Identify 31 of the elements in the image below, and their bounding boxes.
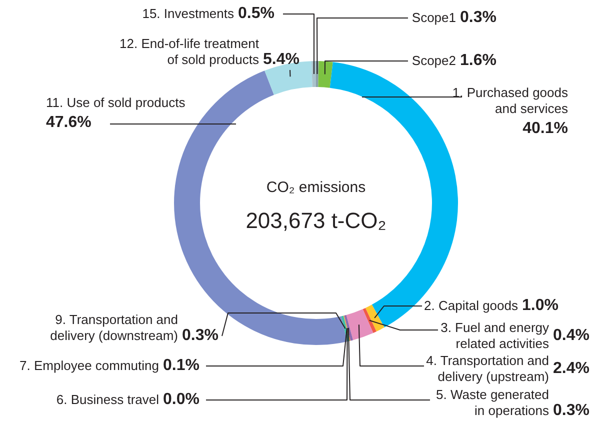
data-label: 47.6%: [46, 114, 92, 131]
slice-label: 11. Use of sold products: [46, 95, 186, 110]
data-label: 0.3%: [182, 327, 218, 344]
data-label: 0.4%: [553, 327, 590, 344]
text: 203,673 t-CO₂: [246, 208, 386, 233]
slice-label: 4. Transportation and delivery (upstream): [426, 353, 549, 384]
donut-slice: [318, 61, 333, 88]
data-label: 40.1%: [522, 120, 568, 137]
slice-label: 15. Investments: [142, 6, 234, 21]
text: CO₂ emissions: [266, 179, 366, 196]
slice-label: 12. End-of-life treatment of sold products: [120, 36, 260, 67]
slice-label: 5. Waste generated in operations: [436, 387, 550, 418]
data-label: 2.4%: [553, 360, 590, 377]
donut-slice: [362, 308, 376, 333]
data-label: 1.0%: [522, 297, 558, 314]
data-label: 5.4%: [263, 51, 300, 68]
donut-slice: [365, 304, 384, 332]
slice-label: 3. Fuel and energy related activities: [440, 320, 550, 351]
category-label: 6. Business travel: [56, 392, 159, 407]
data-label: 0.5%: [238, 5, 274, 22]
data-label: 0.3%: [553, 402, 590, 419]
donut-slice: [346, 309, 374, 340]
data-label: 0.3%: [460, 9, 496, 26]
slice-label: 7. Employee commuting: [20, 358, 159, 373]
slice-label: Scope2: [412, 53, 456, 68]
data-label: 1.6%: [460, 52, 496, 69]
slice-label: 2. Capital goods: [424, 298, 518, 313]
text: 0.0%: [163, 391, 200, 408]
data-label: 0.1%: [163, 357, 200, 374]
slice-label: Scope1: [412, 10, 456, 25]
slice-label: 9. Transportation and delivery (downstream): [50, 312, 178, 343]
